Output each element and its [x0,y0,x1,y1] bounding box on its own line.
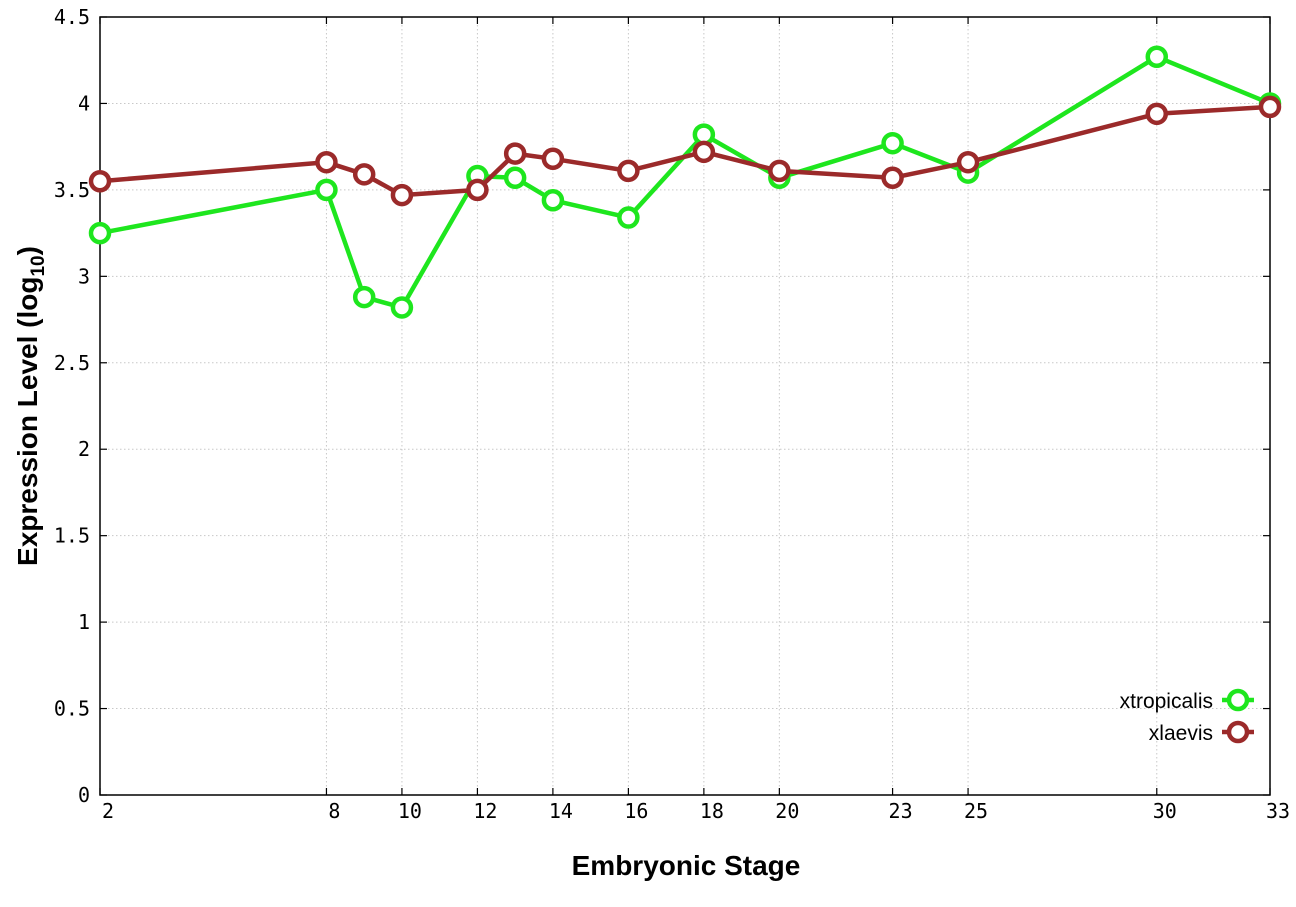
series-line-xlaevis [97,104,1273,198]
data-point-xlaevis [881,166,904,190]
data-point-xlaevis [315,150,338,174]
data-point-xlaevis [503,142,527,165]
data-point-xlaevis [617,159,640,183]
x-tick-label: 33 [1266,799,1290,823]
data-point-xtropicalis [352,285,376,309]
data-point-xlaevis [956,150,980,174]
x-tick-label: 10 [398,799,422,823]
x-tick-label: 25 [964,799,988,823]
y-tick-label: 2.5 [54,351,90,375]
data-point-xtropicalis [390,296,414,319]
plot-frame [99,16,1271,796]
legend: xtropicalis xlaevis [1120,688,1254,745]
data-point-xlaevis [541,147,565,171]
x-tick-label: 23 [889,799,913,823]
data-point-xlaevis [390,183,414,207]
legend-label-xlaevis: xlaevis [1149,722,1213,745]
y-tick-label: 3.5 [54,178,90,202]
legend-swatch-marker-xlaevis [1226,720,1250,744]
grid-lines [100,17,1270,795]
y-axis-title: Expression Level (log10) [12,246,49,566]
data-point-xtropicalis [315,178,338,202]
y-axis-title-close: ) [12,246,43,255]
data-point-xtropicalis [541,189,565,212]
data-point-xtropicalis [617,206,640,229]
y-tick-label: 3 [78,264,90,288]
x-tick-label: 30 [1153,799,1177,823]
x-tick-label: 2 [102,799,114,823]
series-line-xtropicalis [97,54,1273,310]
y-tick-label: 0 [78,783,90,807]
x-tick-label: 12 [473,799,497,823]
data-point-xlaevis [88,169,112,193]
y-tick-label: 4 [78,91,90,115]
data-point-xlaevis [1145,102,1169,126]
y-tick-label: 0.5 [54,697,90,721]
legend-label-xtropicalis: xtropicalis [1120,690,1213,713]
data-point-xlaevis [466,178,489,202]
x-tick-label: 8 [328,799,340,823]
y-axis-title-subscript: 10 [28,255,49,276]
series-layer [88,45,1282,319]
x-tick-label: 14 [549,799,573,823]
y-tick-label: 1 [78,610,90,634]
data-point-xlaevis [692,140,716,164]
data-point-xlaevis [352,163,376,186]
y-axis-title-main: Expression Level (log [12,277,43,566]
y-tick-label: 1.5 [54,524,90,548]
data-point-xtropicalis [88,221,112,245]
x-tick-label: 16 [624,799,648,823]
data-point-xtropicalis [503,166,527,190]
x-tick-label: 20 [775,799,799,823]
data-point-xtropicalis [1145,45,1169,69]
x-tick-label: 18 [700,799,724,823]
y-tick-label: 4.5 [54,5,90,29]
x-axis-title: Embryonic Stage [572,850,801,881]
data-point-xtropicalis [881,131,904,155]
data-point-xlaevis [768,159,791,183]
data-point-xlaevis [1258,95,1282,119]
axis-ticks: 0 0.5 1 1.5 2 2.5 3 3.5 4 4.5 2 8 10 12 14 16 18 20 23 25 30… [54,5,1290,823]
legend-swatch-marker-xtropicalis [1226,688,1250,712]
y-tick-label: 2 [78,437,90,461]
